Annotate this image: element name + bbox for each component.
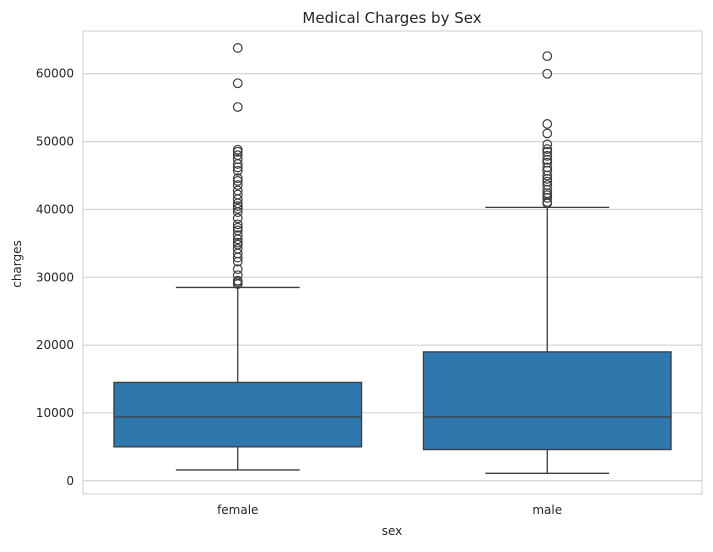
outlier-point <box>232 189 243 200</box>
outlier-point <box>232 203 243 214</box>
outlier-point <box>542 157 553 168</box>
outlier-point <box>542 162 553 173</box>
outlier-point <box>232 230 243 241</box>
outlier-point <box>232 150 243 161</box>
outlier-point <box>542 51 553 62</box>
outlier-point <box>232 225 243 236</box>
outlier-point <box>232 154 243 165</box>
outlier-point <box>542 180 553 190</box>
outlier-point <box>542 146 553 157</box>
outlier-point <box>232 270 243 281</box>
y-tick-label: 60000 <box>36 67 74 81</box>
outlier-point <box>232 102 243 112</box>
outlier-point <box>232 43 243 53</box>
outlier-point <box>232 185 243 196</box>
y-ticks: 0 10000 20000 30000 40000 50000 60000 <box>36 67 74 488</box>
iqr-box <box>422 351 672 451</box>
outlier-point <box>232 219 243 230</box>
y-tick-label: 50000 <box>36 135 74 149</box>
y-tick-label: 40000 <box>36 202 74 216</box>
outlier-point <box>232 201 243 211</box>
x-tick-label: female <box>217 503 258 517</box>
outlier-point <box>542 176 553 187</box>
box-group-female <box>113 43 363 471</box>
y-tick-label: 30000 <box>36 270 74 284</box>
box-group-male <box>422 51 672 474</box>
outlier-point <box>542 128 553 139</box>
outlier-point <box>232 165 243 176</box>
outlier-point <box>542 68 553 79</box>
outlier-point <box>542 150 553 161</box>
outlier-point <box>232 237 243 248</box>
outlier-point <box>542 119 553 129</box>
x-axis-label: sex <box>382 524 403 538</box>
outlier-point <box>232 78 243 89</box>
chart-title: Medical Charges by Sex <box>302 9 481 27</box>
outlier-point <box>232 264 243 275</box>
outlier-point <box>542 144 553 154</box>
x-ticks: female male <box>217 503 562 517</box>
y-axis-label: charges <box>10 240 24 288</box>
outlier-point <box>542 139 553 150</box>
y-tick-label: 0 <box>66 474 74 488</box>
outlier-point <box>232 243 243 254</box>
outlier-point <box>232 213 243 224</box>
iqr-box <box>113 381 363 448</box>
y-tick-label: 20000 <box>36 338 74 352</box>
outlier-point <box>232 222 243 233</box>
outlier-point <box>232 275 243 286</box>
outlier-point <box>232 144 243 155</box>
outlier-point <box>232 176 243 186</box>
outlier-point <box>232 180 243 190</box>
y-tick-label: 10000 <box>36 406 74 420</box>
x-tick-label: male <box>532 503 562 517</box>
boxes <box>113 43 672 474</box>
outlier-point <box>232 173 243 184</box>
